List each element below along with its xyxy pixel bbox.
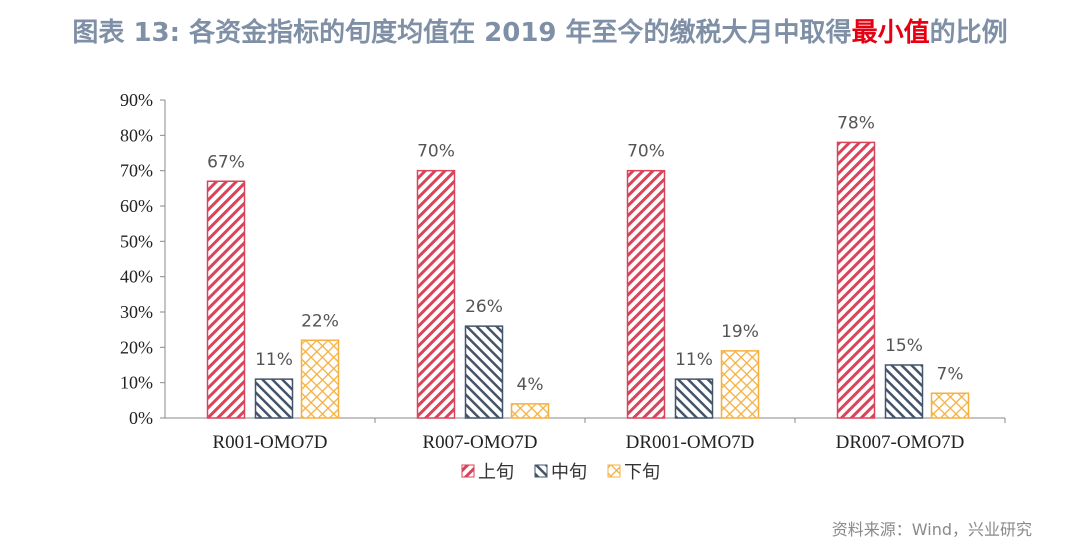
- y-tick-label: 40%: [120, 267, 153, 287]
- bar-上旬-R001-OMO7D: [206, 180, 246, 419]
- data-label: 67%: [207, 152, 245, 172]
- y-tick-label: 30%: [120, 302, 153, 322]
- source-note: 资料来源：Wind，兴业研究: [831, 520, 1032, 539]
- data-label: 22%: [301, 311, 339, 331]
- bar-中旬-DR001-OMO7D: [674, 378, 714, 419]
- y-tick-label: 60%: [120, 196, 153, 216]
- x-category-label: DR007-OMO7D: [836, 432, 965, 453]
- legend-swatch-下旬: [607, 464, 621, 478]
- title-highlight: 最小值: [851, 18, 930, 48]
- x-category-label: DR001-OMO7D: [626, 432, 755, 453]
- y-tick-label: 80%: [120, 125, 153, 145]
- title-suffix: 的比例: [929, 18, 1008, 48]
- bar-中旬-DR007-OMO7D: [884, 364, 924, 419]
- data-label: 70%: [627, 142, 665, 162]
- data-label: 70%: [417, 142, 455, 162]
- legend-label: 下旬: [624, 462, 660, 483]
- data-label: 19%: [721, 322, 759, 342]
- bar-中旬-R001-OMO7D: [254, 378, 294, 419]
- bar-上旬-R007-OMO7D: [416, 169, 456, 419]
- bar-上旬-DR007-OMO7D: [836, 141, 876, 419]
- legend-label: 上旬: [478, 462, 514, 483]
- y-tick-label: 50%: [120, 231, 153, 251]
- y-tick-label: 10%: [120, 373, 153, 393]
- y-tick-label: 0%: [129, 408, 153, 428]
- y-tick-label: 90%: [120, 90, 153, 110]
- x-category-label: R001-OMO7D: [212, 432, 327, 453]
- data-label: 7%: [937, 364, 964, 384]
- legend-swatch-中旬: [534, 464, 548, 478]
- y-tick-label: 20%: [120, 337, 153, 357]
- legend-swatch-上旬: [461, 464, 475, 478]
- data-label: 26%: [465, 297, 503, 317]
- data-label: 11%: [255, 350, 293, 370]
- bar-中旬-R007-OMO7D: [464, 325, 504, 419]
- bar-下旬-R001-OMO7D: [300, 339, 340, 419]
- data-label: 11%: [675, 350, 713, 370]
- title-text: 图表 13: 各资金指标的旬度均值在 2019 年至今的缴税大月中取得: [72, 18, 852, 48]
- y-tick-label: 70%: [120, 161, 153, 181]
- data-label: 78%: [837, 113, 875, 133]
- data-label: 15%: [885, 336, 923, 356]
- data-label: 4%: [517, 375, 544, 395]
- bar-下旬-DR007-OMO7D: [930, 392, 970, 419]
- bar-下旬-R007-OMO7D: [510, 403, 550, 419]
- x-category-label: R007-OMO7D: [422, 432, 537, 453]
- legend-label: 中旬: [551, 462, 587, 483]
- chart-title: 图表 13: 各资金指标的旬度均值在 2019 年至今的缴税大月中取得最小值的比…: [0, 12, 1080, 49]
- bar-下旬-DR001-OMO7D: [720, 350, 760, 419]
- bar-上旬-DR001-OMO7D: [626, 169, 666, 419]
